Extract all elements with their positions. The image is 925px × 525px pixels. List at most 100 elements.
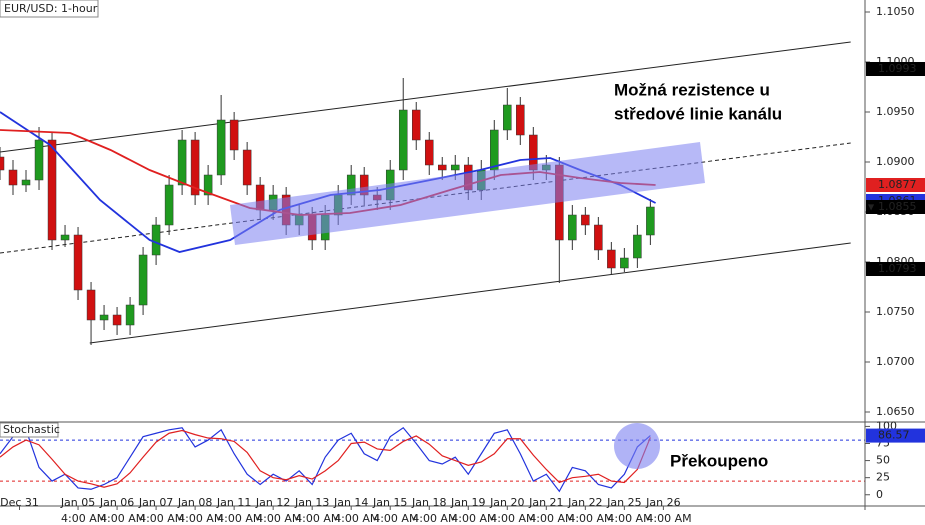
series-line [0,429,651,488]
time-label: 4:00 AM [373,512,418,525]
x-tick-label: Jan 26 [645,496,680,509]
price-tag [866,428,925,443]
x-tick-label: Jan 11 [216,496,251,509]
candle-body [125,304,135,326]
candle-body [424,139,434,166]
time-label: 4:00 AM [490,512,535,525]
y-tick-label: 25 [876,471,890,484]
x-tick-label: Jan 15 [372,496,407,509]
candle-body [151,224,161,256]
candle-body [568,214,577,241]
y-tick-label: 1.0650 [876,405,915,418]
y-tick-label: 1.0900 [876,155,915,168]
x-tick-label: Jan 18 [411,496,446,509]
price-tag-label: 1.0877 [878,178,917,191]
x-tick-label: Jan 07 [138,496,173,509]
title-box [0,422,59,438]
time-label: 4:00 AM [217,512,262,525]
pane-title: Stochastic [3,423,60,436]
time-label: 4:00 AM [607,512,652,525]
candle-body [112,314,122,326]
price-tag-marker: ▼ [868,203,875,212]
candle-body [8,169,18,186]
title-box [0,0,99,18]
time-label: 4:00 AM [451,512,496,525]
candle-body [216,119,226,176]
time-label: 4:00 AM [529,512,574,525]
candle-body [177,139,187,186]
candle-body [73,234,83,291]
price-tag [866,62,925,76]
trendline [89,242,851,344]
candle-body [47,139,57,241]
price-tag-label: 86.57 [878,429,910,442]
candle-body [0,156,5,171]
time-label: 4:00 AM [178,512,223,525]
time-label: 4:00 AM [100,512,145,525]
annotation: Překoupeno [670,451,768,470]
candle-body [503,104,512,131]
y-tick-label: 1.1050 [876,5,915,18]
annotation: Možná rezistence u [614,80,770,99]
candle-body [229,119,239,151]
x-tick-label: Jan 08 [177,496,212,509]
price-tag-label: 1.0793 [878,262,917,275]
x-tick-label: Jan 25 [606,496,641,509]
y-tick-label: 0 [876,488,883,501]
candle-body [594,224,603,251]
candle-body [398,109,408,171]
candle-body [138,254,148,306]
price-tag [866,262,925,276]
candle-body [451,164,460,171]
candle-body [86,289,96,321]
x-tick-label: Jan 20 [489,496,524,509]
candle-body [21,179,31,186]
axes: 1.06501.07001.07501.08001.08501.09001.09… [0,5,914,525]
x-tick-label: Jan 14 [333,496,368,509]
highlight-ellipse [614,423,660,469]
y-tick-label: 1.0750 [876,305,915,318]
x-tick-label: Jan 05 [60,496,95,509]
candle-body [190,139,200,196]
candle-body [646,206,655,236]
x-tick-label: Jan 06 [99,496,134,509]
candle-body [34,139,44,181]
candle-body [490,129,499,171]
candle-body [607,249,616,269]
chart-title: EUR/USD: 1-hour [4,2,98,15]
annotation: středové linie kanálu [614,104,782,123]
candle-body [203,174,213,196]
x-tick-label: Jan 21 [528,496,563,509]
candle-body [164,184,174,226]
y-tick-label: 1.0700 [876,355,915,368]
time-label: 4:00 AM [139,512,184,525]
trendline [0,41,851,153]
price-tag-label: 1.0855 [878,200,917,213]
price-tag [866,178,925,192]
time-label: 4:00 AM [334,512,379,525]
price-tag-label: 1.0993 [878,62,917,75]
candle-body [581,214,590,226]
candle-body [99,314,109,321]
series-line [0,426,651,493]
candle-body [60,234,70,241]
candle-body [620,257,629,269]
candle-body [411,109,421,141]
time-label: 4:00 AM [568,512,613,525]
time-label: 4:00 AM [61,512,106,525]
time-label: 4:00 AM [295,512,340,525]
y-tick-label: 1.0950 [876,105,915,118]
x-tick-label: Dec 31 [0,496,39,509]
candle-body [242,149,252,186]
time-label: 4:00 AM [412,512,457,525]
x-tick-label: Jan 13 [294,496,329,509]
x-tick-label: Jan 22 [567,496,602,509]
time-label: 4:00 AM [646,512,691,525]
x-tick-label: Jan 12 [255,496,290,509]
candle-body [438,164,447,171]
highlight-zone [230,142,705,245]
candle-body [633,234,642,259]
price-tag [866,200,925,214]
